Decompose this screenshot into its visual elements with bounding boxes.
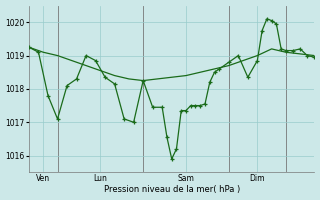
X-axis label: Pression niveau de la mer( hPa ): Pression niveau de la mer( hPa )	[104, 185, 240, 194]
